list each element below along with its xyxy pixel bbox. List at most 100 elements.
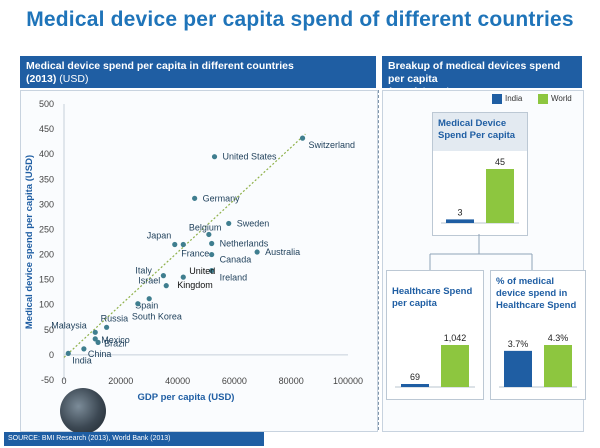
point-label-ireland: Ireland [220, 273, 248, 283]
point-label-south-korea: South Korea [132, 312, 182, 322]
point-mexico [92, 336, 98, 342]
bar-value-world: 1,042 [444, 333, 467, 343]
healthcare-spend-bar-chart: 69 1,042 [395, 333, 475, 388]
bar-value-india: 69 [410, 372, 420, 382]
point-label-switzerland: Switzerland [309, 140, 356, 150]
bar-india [504, 350, 532, 387]
point-label-australia: Australia [265, 247, 300, 257]
left-header-unit: (USD) [59, 73, 89, 85]
legend-swatch-india [492, 94, 502, 104]
legend-label-world: World [551, 94, 572, 103]
x-tick-label: 40000 [165, 376, 190, 386]
device-spend-box-title: Medical Device Spend Per capita [433, 113, 527, 151]
point-label-brazil: Brazil [104, 338, 127, 348]
x-tick-label: 20000 [108, 376, 133, 386]
point-label-russia: Russia [101, 313, 129, 323]
left-header-text: Medical device spend per capita in diffe… [26, 60, 294, 72]
point-label-malaysia: Malaysia [51, 320, 87, 330]
point-label-germany: Germany [203, 193, 241, 203]
y-tick-label: 300 [39, 199, 54, 209]
y-tick-label: 350 [39, 174, 54, 184]
panel-divider [378, 90, 379, 430]
point-label-mexico: Mexico [101, 335, 130, 345]
point-label-japan: Japan [147, 231, 172, 241]
legend-label-india: India [505, 94, 523, 103]
right-panel-header: Breakup of medical devices spend per cap… [382, 56, 582, 98]
point-ireland [209, 268, 215, 274]
y-tick-label: 150 [39, 275, 54, 285]
point-label-canada: Canada [220, 255, 252, 265]
device-share-box-title: % of medical device spend in Healthcare … [491, 271, 585, 327]
point-canada [209, 251, 215, 258]
point-label-india: India [72, 355, 92, 365]
device-spend-box: Medical Device Spend Per capita 3 45 [432, 112, 528, 236]
point-israel [163, 283, 169, 289]
x-tick-label: 0 [61, 376, 66, 386]
scatter-panel [20, 90, 378, 432]
point-label-france: France [181, 249, 209, 259]
point-brazil [95, 339, 101, 345]
point-switzerland [299, 135, 306, 141]
point-china [81, 346, 87, 352]
point-label-belgium: Belgium [189, 222, 222, 232]
x-tick-label: 80000 [279, 376, 304, 386]
point-japan [172, 241, 178, 248]
left-panel-header: Medical device spend per capita in diffe… [20, 56, 376, 88]
point-russia [104, 324, 110, 330]
bar-india [401, 384, 429, 387]
device-share-bar-chart: 3.7% 4.3% [499, 333, 577, 388]
point-label-united-states: United States [223, 152, 278, 162]
y-axis-title: Medical device spend per capita (USD) [24, 155, 35, 329]
point-label-china: China [88, 349, 112, 359]
scatter-chart: -50 0 50 100 150 200 250 300 350 400 450 500 0 20000 4… [24, 99, 363, 403]
point-label-united-kingdom: United Kingdom [177, 266, 215, 290]
bar-world [441, 345, 469, 387]
point-label-netherlands: Netherlands [220, 239, 269, 249]
point-france [180, 241, 186, 248]
legend-swatch-world [538, 94, 548, 104]
point-india [65, 350, 71, 357]
point-label-spain: Spain [135, 301, 158, 311]
y-tick-label: 200 [39, 250, 54, 260]
point-germany [192, 195, 198, 201]
point-label-sweden: Sweden [237, 218, 270, 228]
bar-world [544, 345, 572, 387]
y-tick-label: 100 [39, 300, 54, 310]
page-title: Medical device per capita spend of diffe… [26, 8, 574, 31]
device-share-box: % of medical device spend in Healthcare … [490, 270, 586, 400]
left-header-year: (2013) [26, 73, 57, 85]
right-header-text: Breakup of medical devices spend per cap… [388, 60, 561, 85]
point-sweden [226, 220, 232, 227]
bar-value-world: 4.3% [548, 333, 569, 343]
y-tick-label: 250 [39, 224, 54, 234]
point-malaysia [92, 329, 98, 335]
y-tick-label: 50 [44, 325, 54, 335]
point-label-italy: Italy [135, 266, 152, 276]
bar-value-india: 3.7% [508, 339, 529, 349]
y-tick-label: 450 [39, 124, 54, 134]
bar-india [446, 219, 474, 223]
point-south-korea [135, 301, 141, 307]
y-tick-label: 0 [49, 350, 54, 360]
point-spain [146, 296, 152, 302]
x-tick-label: 60000 [222, 376, 247, 386]
bar-world [486, 169, 514, 223]
bar-value-world: 45 [495, 157, 505, 167]
healthcare-spend-box-title: Healthcare Spend per capita [387, 281, 483, 327]
healthcare-spend-box: Healthcare Spend per capita 69 1,042 [386, 270, 484, 400]
bar-value-india: 3 [457, 207, 462, 217]
y-tick-label: 400 [39, 149, 54, 159]
point-italy [160, 273, 166, 279]
legend: India World [492, 93, 582, 105]
source-note: SOURCE: BMI Research (2013), World Bank … [4, 432, 264, 446]
x-tick-label: 100000 [333, 376, 363, 386]
point-label-israel: Israel [138, 276, 160, 286]
point-netherlands [209, 240, 215, 247]
device-spend-bar-chart: 3 45 [441, 157, 519, 224]
connector-lines [429, 234, 533, 270]
x-axis-title: GDP per capita (USD) [138, 392, 235, 403]
stethoscope-decoration [60, 388, 106, 434]
y-tick-label: -50 [41, 375, 54, 385]
y-tick-label: 500 [39, 99, 54, 109]
point-united-kingdom [180, 274, 186, 280]
